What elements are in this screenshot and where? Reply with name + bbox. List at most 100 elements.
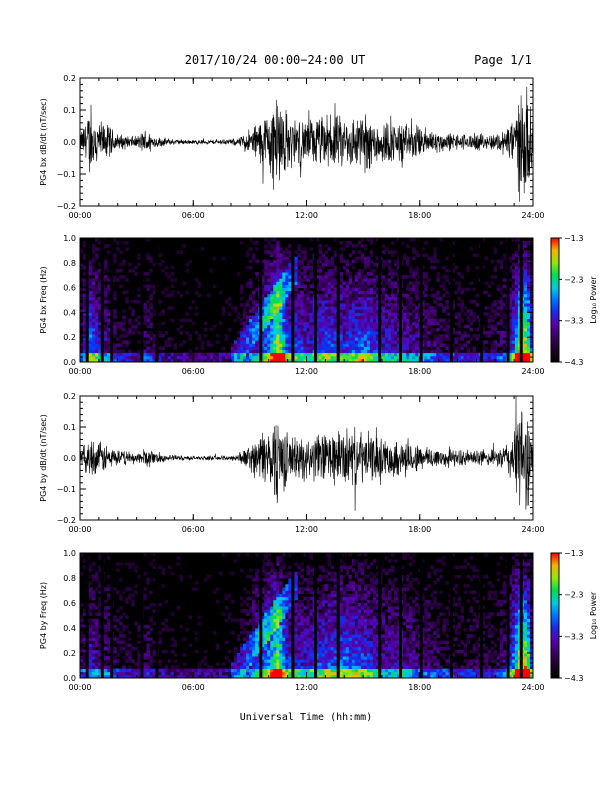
spectrogram-cell <box>261 612 265 616</box>
spectrogram-cell <box>218 352 223 357</box>
spectrogram-cell <box>433 309 437 313</box>
spectrogram-cell <box>366 284 371 288</box>
spectrogram-cell <box>224 618 229 623</box>
spectrogram-cell <box>382 296 386 301</box>
spectrogram-cell <box>279 584 283 588</box>
spectrogram-cell <box>388 284 392 288</box>
spectrogram-cell <box>252 634 256 638</box>
spectrogram-cell <box>366 293 371 298</box>
spectrogram-cell <box>433 256 437 261</box>
spectrogram-cell <box>421 355 425 360</box>
spectrogram-cell <box>83 296 87 301</box>
spectrogram-cell <box>98 674 102 679</box>
spectrogram-cell <box>80 668 84 673</box>
spectrogram-cell <box>502 253 507 257</box>
spectrogram-cell <box>327 309 332 313</box>
spectrogram-cell <box>300 259 304 264</box>
spectrogram-cell <box>309 275 313 279</box>
spectrogram-cell <box>439 349 443 354</box>
spectrogram-cell <box>282 303 286 307</box>
spectrogram-cell <box>424 324 428 329</box>
spectrogram-cell <box>351 281 356 285</box>
spectrogram-cell <box>164 624 168 629</box>
spectrogram-cell <box>409 300 413 304</box>
spectrogram-cell <box>164 293 168 298</box>
spectrogram-cell <box>487 306 492 310</box>
spectrogram-cell <box>339 272 344 276</box>
spectrogram-cell <box>526 284 531 288</box>
spectrogram-cell <box>451 331 455 335</box>
spectrogram-cell <box>107 646 111 651</box>
spectrogram-cell <box>523 259 528 264</box>
spectrogram-cell <box>345 287 350 292</box>
spectrogram-cell <box>146 284 150 288</box>
spectrogram-cell <box>227 615 232 620</box>
spectrogram-cell <box>279 340 283 344</box>
spectrogram-cell <box>285 269 289 273</box>
spectrogram-cell <box>333 318 338 323</box>
spectrogram-cell <box>80 358 84 363</box>
spectrogram-cell <box>203 671 208 676</box>
spectrogram-cell <box>279 253 283 257</box>
spectrogram-cell <box>243 668 247 673</box>
spectrogram-cell <box>297 315 301 319</box>
spectrogram-cell <box>89 581 93 585</box>
spectrogram-cell <box>267 265 271 270</box>
spectrogram-cell <box>454 337 458 341</box>
spectrogram-cell <box>415 250 419 254</box>
spectrogram-cell <box>424 272 428 276</box>
spectrogram-cell <box>89 628 93 632</box>
spectrogram-cell <box>125 343 129 347</box>
spectrogram-cell <box>288 593 292 598</box>
spectrogram-cell <box>351 340 356 344</box>
spectrogram-cell <box>511 321 516 326</box>
spectrogram-cell <box>294 349 298 354</box>
spectrogram-cell <box>152 355 156 360</box>
spectrogram-cell <box>508 355 513 360</box>
spectrogram-cell <box>104 674 108 679</box>
spectrogram-cell <box>285 606 289 610</box>
spectrogram-cell <box>104 337 108 341</box>
spectrogram-cell <box>276 649 280 654</box>
spectrogram-cell <box>303 300 307 304</box>
spectrogram-cell <box>113 334 117 338</box>
spectrogram-cell <box>330 352 335 357</box>
spectrogram-cell <box>348 262 353 267</box>
spectrogram-cell <box>95 668 99 673</box>
spectrogram-cell <box>445 269 449 273</box>
spectrogram-cell <box>406 309 410 313</box>
spectrogram-cell <box>89 331 93 335</box>
spectrogram-cell <box>134 674 138 679</box>
spectrogram-cell <box>264 306 268 310</box>
spectrogram-cell <box>167 340 171 344</box>
spectrogram-cell <box>330 256 335 261</box>
spectrogram-cell <box>348 306 353 310</box>
spectrogram-cell <box>294 324 298 329</box>
spectrogram-cell <box>354 343 359 347</box>
spectrogram-cell <box>285 662 289 666</box>
spectrogram-cell <box>315 238 319 242</box>
spectrogram-cell <box>445 278 449 282</box>
spectrogram-cell <box>388 259 392 264</box>
spectrogram-cell <box>131 593 135 598</box>
spectrogram-cell <box>89 284 93 288</box>
spectrogram-cell <box>249 247 253 251</box>
spectrogram-cell <box>128 587 132 591</box>
spectrogram-cell <box>309 315 313 319</box>
spectrogram-cell <box>345 337 350 341</box>
spectrogram-cell <box>89 306 93 310</box>
spectrogram-cell <box>421 306 425 310</box>
spectrogram-gap-stripe <box>100 238 104 362</box>
spectrogram-cell <box>351 315 356 319</box>
spectrogram-cell <box>324 349 329 354</box>
spectrogram-cell <box>412 337 416 341</box>
spectrogram-cell <box>276 256 280 261</box>
spectrogram-cell <box>261 559 265 563</box>
spectrogram-cell <box>164 331 168 335</box>
spectrogram-cell <box>300 303 304 307</box>
spectrogram-cell <box>246 337 250 341</box>
spectrogram-cell <box>357 352 362 357</box>
y-axis-label: PG4 bx dB/dt (nT/sec) <box>39 98 48 185</box>
spectrogram-cell <box>333 315 338 319</box>
spectrogram-cell <box>433 343 437 347</box>
